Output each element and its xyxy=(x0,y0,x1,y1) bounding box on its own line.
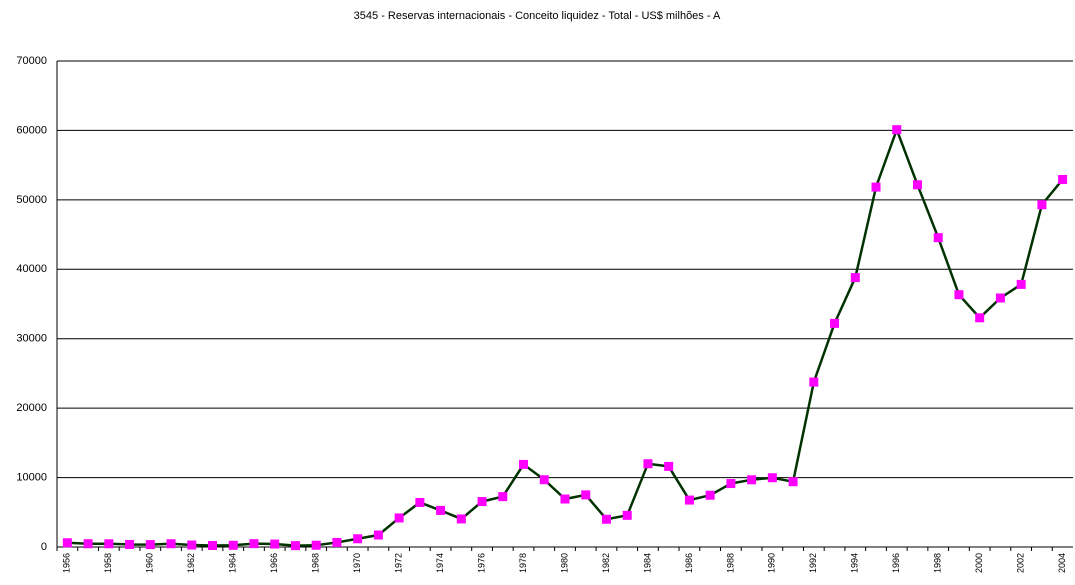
x-tick-label: 2004 xyxy=(1057,553,1067,573)
point-marker xyxy=(456,514,466,524)
series-line xyxy=(67,126,1064,547)
x-tick-label: 1966 xyxy=(269,553,279,573)
x-tick-label: 1976 xyxy=(476,553,486,573)
x-tick-label: 1964 xyxy=(228,553,238,573)
x-tick-label: 1992 xyxy=(808,553,818,573)
point-marker xyxy=(892,125,902,135)
point-marker xyxy=(850,273,860,283)
y-tick-label: 30000 xyxy=(16,333,47,345)
point-marker xyxy=(83,539,93,549)
x-tick-label: 1980 xyxy=(559,553,569,573)
chart-title: 3545 - Reservas internacionais - Conceit… xyxy=(354,10,721,22)
point-marker xyxy=(187,540,197,550)
point-marker xyxy=(1016,279,1026,289)
point-marker xyxy=(519,459,529,469)
point-marker xyxy=(830,318,840,328)
point-marker xyxy=(270,539,280,549)
x-tick-label: 1986 xyxy=(684,553,694,573)
point-marker xyxy=(145,540,155,550)
point-marker xyxy=(373,530,383,540)
x-tick-label: 1998 xyxy=(933,553,943,573)
x-tick-label: 1956 xyxy=(62,553,72,573)
point-marker xyxy=(726,479,736,489)
point-marker xyxy=(415,497,425,507)
x-tick-label: 2002 xyxy=(1016,553,1026,573)
point-marker xyxy=(1058,174,1068,184)
x-tick-label: 1982 xyxy=(601,553,611,573)
point-marker xyxy=(767,473,777,483)
point-marker xyxy=(995,293,1005,303)
y-tick-label: 50000 xyxy=(16,194,47,206)
point-marker xyxy=(104,539,114,549)
point-marker xyxy=(477,497,487,507)
x-tick-label: 1974 xyxy=(435,553,445,573)
point-marker xyxy=(208,540,218,550)
point-marker xyxy=(664,461,674,471)
point-marker xyxy=(332,537,342,547)
point-marker xyxy=(228,540,238,550)
point-marker xyxy=(871,182,881,192)
point-marker xyxy=(539,475,549,485)
point-marker xyxy=(394,513,404,523)
y-tick-label: 10000 xyxy=(16,471,47,483)
point-marker xyxy=(622,510,632,520)
y-tick-label: 0 xyxy=(41,541,47,553)
x-tick-label: 1972 xyxy=(393,553,403,573)
y-tick-label: 40000 xyxy=(16,263,47,275)
point-marker xyxy=(166,539,176,549)
x-tick-label: 1968 xyxy=(311,553,321,573)
point-marker xyxy=(1037,200,1047,210)
point-marker xyxy=(809,377,819,387)
point-marker xyxy=(560,494,570,504)
point-marker xyxy=(436,505,446,515)
point-marker xyxy=(581,490,591,500)
y-tick-label: 20000 xyxy=(16,402,47,414)
x-tick-label: 1978 xyxy=(518,553,528,573)
point-marker xyxy=(498,492,508,502)
point-marker xyxy=(353,534,363,544)
y-tick-label: 70000 xyxy=(16,55,47,67)
point-marker xyxy=(643,459,653,469)
point-marker xyxy=(311,540,321,550)
point-marker xyxy=(62,538,72,548)
point-marker xyxy=(601,514,611,524)
x-tick-label: 1988 xyxy=(725,553,735,573)
point-marker xyxy=(933,233,943,243)
point-marker xyxy=(975,313,985,323)
y-tick-label: 60000 xyxy=(16,124,47,136)
point-marker xyxy=(788,477,798,487)
point-marker xyxy=(705,490,715,500)
x-tick-label: 1970 xyxy=(352,553,362,573)
point-marker xyxy=(747,475,757,485)
x-tick-label: 1994 xyxy=(850,553,860,573)
x-tick-label: 1984 xyxy=(642,553,652,573)
point-marker xyxy=(249,539,259,549)
point-marker xyxy=(125,539,135,549)
x-tick-label: 1990 xyxy=(767,553,777,573)
x-tick-label: 2000 xyxy=(974,553,984,573)
x-tick-label: 1960 xyxy=(145,553,155,573)
point-marker xyxy=(290,541,300,551)
x-tick-label: 1958 xyxy=(103,553,113,573)
x-tick-label: 1962 xyxy=(186,553,196,573)
point-marker xyxy=(912,180,922,190)
point-marker xyxy=(684,495,694,505)
point-marker xyxy=(954,290,964,300)
x-tick-label: 1996 xyxy=(891,553,901,573)
